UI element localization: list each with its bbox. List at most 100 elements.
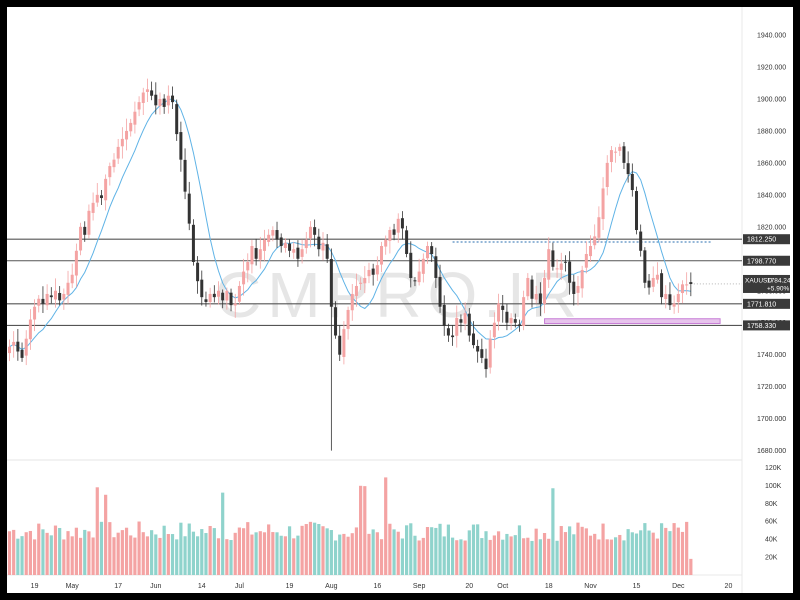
volume-bar [237, 527, 241, 575]
candle-body [104, 178, 108, 201]
candle-body [166, 95, 170, 106]
volume-bar [37, 523, 41, 575]
volume-bar [296, 535, 300, 575]
candle-body [41, 298, 45, 304]
volume-bar [572, 534, 576, 575]
level-price-tag [743, 298, 790, 309]
volume-bar [484, 531, 488, 575]
volume-bar [208, 525, 212, 575]
volume-bar [375, 532, 379, 575]
candle-body [384, 239, 388, 247]
candle-body [655, 274, 659, 280]
volume-bar [480, 538, 484, 575]
volume-bar [534, 528, 538, 575]
volume-bar [551, 488, 555, 575]
candle-body [125, 130, 129, 140]
candle-body [421, 258, 425, 274]
candle-body [225, 290, 229, 301]
candle-body [572, 281, 576, 294]
candle-body [459, 319, 463, 323]
candle-body [217, 290, 220, 297]
candle-body [112, 159, 116, 168]
volume-bar [379, 539, 384, 575]
volume-bar [78, 537, 83, 575]
price-tick-label: 1680.000 [757, 448, 786, 455]
candle-body [480, 349, 484, 358]
volume-bar [463, 540, 467, 575]
symbol-change: +5.90% [767, 285, 789, 292]
candle-body [559, 263, 563, 270]
volume-bar [250, 534, 254, 575]
volume-bar [20, 536, 24, 575]
candle-body [530, 279, 534, 299]
volume-bar [685, 521, 689, 575]
volume-tick-label: 120K [765, 465, 782, 472]
volume-bar [363, 486, 367, 575]
volume-bar [262, 532, 267, 575]
volume-bar [530, 540, 534, 575]
volume-bar [279, 535, 283, 575]
candle-body [62, 293, 66, 300]
candle-body [359, 282, 363, 284]
candle-body [338, 335, 342, 355]
volume-bar [346, 536, 350, 575]
candle-body [12, 341, 16, 346]
candle-body [680, 284, 684, 294]
volume-bar [158, 537, 162, 575]
candle-body [141, 92, 145, 103]
candle-body [8, 346, 11, 354]
candle-body [467, 313, 471, 336]
volume-bar [187, 523, 191, 575]
volume-bar [133, 537, 137, 575]
volume-bar [304, 524, 308, 575]
candle-body [70, 274, 74, 284]
volume-bar [618, 534, 622, 575]
volume-bar [225, 539, 229, 575]
volume-bar [16, 538, 20, 575]
volume-bar [91, 537, 95, 575]
candle-body [95, 194, 99, 203]
candle-body [275, 230, 279, 240]
volume-bar [359, 485, 363, 575]
candle-body [145, 89, 149, 92]
volume-bar [191, 531, 196, 575]
volume-bar [108, 522, 112, 575]
volume-bar [584, 528, 588, 575]
candle-body [254, 248, 258, 259]
level-price-label: 1758.330 [747, 323, 776, 330]
volume-bar [179, 522, 183, 575]
candle-body [647, 280, 651, 288]
volume-bar [526, 537, 530, 575]
volume-bar [141, 532, 145, 575]
time-tick-label: 16 [373, 583, 381, 590]
volume-bar [488, 539, 492, 575]
candle-body [66, 282, 70, 295]
price-tick-label: 1720.000 [757, 384, 786, 391]
candle-body [162, 98, 166, 107]
candlestick-chart[interactable]: CMPRO.IR 1940.000 1920.000 1900.000 1880.000… [7, 7, 793, 593]
candle-body [434, 256, 438, 278]
volume-bar [434, 527, 438, 575]
candle-body [308, 226, 312, 239]
candle-body [534, 293, 538, 300]
volume-bar [333, 540, 338, 575]
candle-body [283, 242, 287, 249]
candle-body [33, 306, 37, 320]
symbol-price: 1784.245 [767, 277, 793, 284]
candle-body [262, 239, 266, 251]
time-tick-label: May [66, 583, 80, 590]
price-tick-label: 1860.000 [757, 160, 786, 167]
volume-bar [639, 530, 643, 575]
candle-body [643, 250, 647, 283]
volume-bar [175, 539, 179, 575]
candle-body [609, 150, 613, 163]
candle-body [430, 246, 434, 254]
volume-bar [522, 538, 526, 575]
volume-bar [430, 527, 434, 575]
candle-body [651, 277, 655, 287]
candle-body [221, 292, 225, 301]
volume-bar [576, 522, 580, 575]
volume-bar [150, 530, 154, 575]
price-tick-label: 1880.000 [757, 128, 786, 135]
volume-bar [129, 535, 133, 575]
